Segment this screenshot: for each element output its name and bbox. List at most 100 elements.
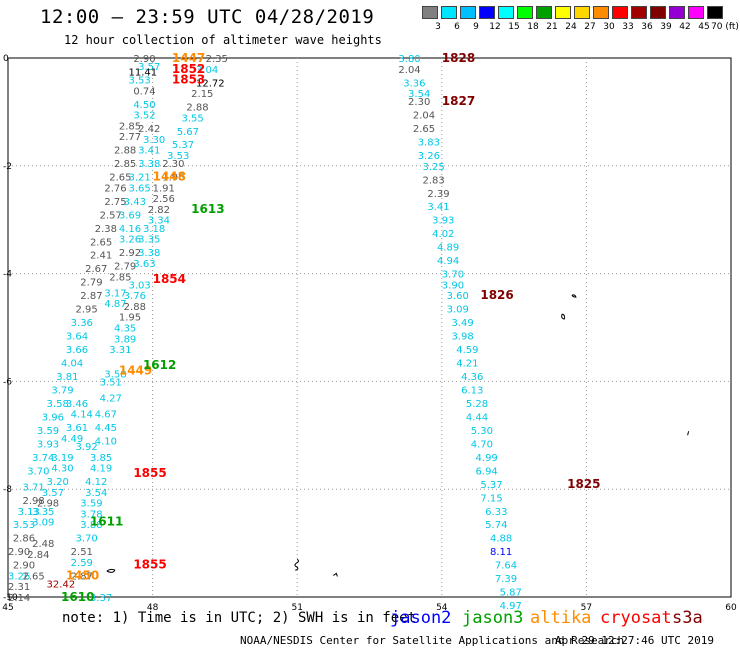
swh-value: 2.86 — [13, 534, 35, 545]
legend-label: 6 — [454, 22, 460, 32]
y-tick-label: 0 — [3, 54, 9, 64]
swh-value: 2.98 — [22, 496, 44, 507]
y-tick-label: -8 — [3, 485, 12, 495]
generation-timestamp: Apr 29 12:27:46 UTC 2019 — [555, 634, 714, 647]
legend-swatch — [574, 6, 590, 19]
swh-value: 3.03 — [129, 280, 151, 291]
swh-value: 4.45 — [95, 423, 117, 434]
swh-value: 2.85 — [114, 159, 136, 170]
swh-value: 3.92 — [75, 442, 97, 453]
swh-value: 3.51 — [100, 377, 122, 388]
credit-line: NOAA/NESDIS Center for Satellite Applica… — [240, 634, 625, 647]
swh-value: 3.57 — [42, 488, 64, 499]
swh-value: 8.11 — [490, 547, 512, 558]
swh-value: 3.25 — [423, 162, 445, 173]
swh-value: 4.88 — [490, 534, 512, 545]
swh-value: 3.26 — [119, 235, 141, 246]
swh-value: 3.26 — [8, 571, 30, 582]
pass-time-label: 1852 — [172, 62, 205, 76]
swh-value: 4.67 — [95, 410, 117, 421]
swh-value: 3.85 — [90, 453, 112, 464]
legend-label: 39 — [660, 22, 672, 32]
legend-swatch — [631, 6, 647, 19]
swh-value: 3.43 — [124, 197, 146, 208]
y-tick-label: -2 — [3, 162, 12, 172]
pass-time-label: 1612 — [143, 358, 176, 372]
swh-value: 4.49 — [61, 434, 83, 445]
swh-value: 2.41 — [90, 251, 112, 262]
swh-value: 2.87 — [71, 571, 93, 582]
swh-value: 3.13 — [18, 507, 40, 518]
swh-value: 3.71 — [22, 483, 44, 494]
pass-time-label: 1448 — [153, 170, 186, 184]
swh-value: 2.65 — [109, 173, 131, 184]
swh-value: 3.74 — [32, 453, 54, 464]
swh-value: 2.59 — [71, 558, 93, 569]
swh-value: 4.12 — [85, 477, 107, 488]
swh-value: 4.19 — [90, 464, 112, 475]
swh-value: 3.36 — [71, 318, 93, 329]
pass-time-label: 1855 — [133, 558, 166, 572]
legend-swatch — [441, 6, 457, 19]
swh-value: 7.15 — [480, 493, 502, 504]
swh-value: 2.76 — [104, 183, 126, 194]
swh-value: 2.35 — [206, 54, 228, 65]
pass-time-label: 1826 — [480, 288, 513, 302]
swh-value: 3.46 — [66, 399, 88, 410]
footer-note: note: 1) Time is in UTC; 2) SWH is in fe… — [62, 610, 417, 626]
y-tick-label: -10 — [3, 593, 18, 603]
swh-value: 2.42 — [138, 124, 160, 135]
swh-value: 2.84 — [27, 550, 49, 561]
island-coastline — [687, 431, 690, 436]
swh-value: 2.98 — [37, 499, 59, 510]
legend-label: 9 — [473, 22, 479, 32]
swh-value: 3.69 — [119, 210, 141, 221]
swh-value: 5.87 — [500, 588, 522, 599]
legend-swatch — [593, 6, 609, 19]
swh-value: 2.83 — [423, 175, 445, 186]
swh-value: 12.72 — [196, 78, 225, 89]
legend-altika: altika — [530, 608, 592, 628]
swh-value: 2.31 — [8, 582, 30, 593]
pass-time-label: 1450 — [66, 568, 99, 582]
legend-cryosat: cryosat — [600, 608, 672, 628]
legend-swatch — [669, 6, 685, 19]
pass-time-label: 1610 — [61, 590, 94, 604]
swh-value: 1.95 — [119, 313, 141, 324]
swh-value: 3.26 — [418, 151, 440, 162]
swh-value: 1.96 — [162, 173, 184, 184]
legend-label: 30 — [603, 22, 615, 32]
plot-frame — [7, 57, 732, 598]
legend-swatch — [536, 6, 552, 19]
swh-value: 3.30 — [143, 135, 165, 146]
swh-value: 2.85 — [109, 272, 131, 283]
swh-value: 2.38 — [95, 224, 117, 235]
swh-value: 3.36 — [403, 78, 425, 89]
swh-value: 4.10 — [95, 437, 117, 448]
swh-value: 3.20 — [47, 477, 69, 488]
swh-value: 2.75 — [104, 197, 126, 208]
swh-value: 2.90 — [8, 547, 30, 558]
swh-value: 5.37 — [172, 140, 194, 151]
swh-value: 3.09 — [32, 518, 54, 529]
swh-value: 2.39 — [427, 189, 449, 200]
swh-value: 2.14 — [8, 593, 30, 604]
swh-value: 11.41 — [129, 67, 158, 78]
x-tick-label: 60 — [725, 603, 737, 613]
swh-value: 7.64 — [495, 561, 517, 572]
legend-label: 15 — [508, 22, 520, 32]
swh-value: 3.76 — [124, 291, 146, 302]
legend-jason3: jason3 — [462, 608, 524, 628]
pass-time-label: 1827 — [442, 94, 475, 108]
swh-value: 2.51 — [71, 547, 93, 558]
swh-value: 4.35 — [114, 324, 136, 335]
y-tick-label: -4 — [3, 270, 12, 280]
swh-value: 2.79 — [80, 278, 102, 289]
swh-value: 4.30 — [51, 464, 73, 475]
swh-value: 3.58 — [47, 399, 69, 410]
swh-value: 2.56 — [153, 194, 175, 205]
swh-value: 3.64 — [66, 332, 88, 343]
legend-swatch — [707, 6, 723, 19]
swh-value: 3.70 — [442, 270, 464, 281]
swh-value: 3.54 — [85, 488, 107, 499]
